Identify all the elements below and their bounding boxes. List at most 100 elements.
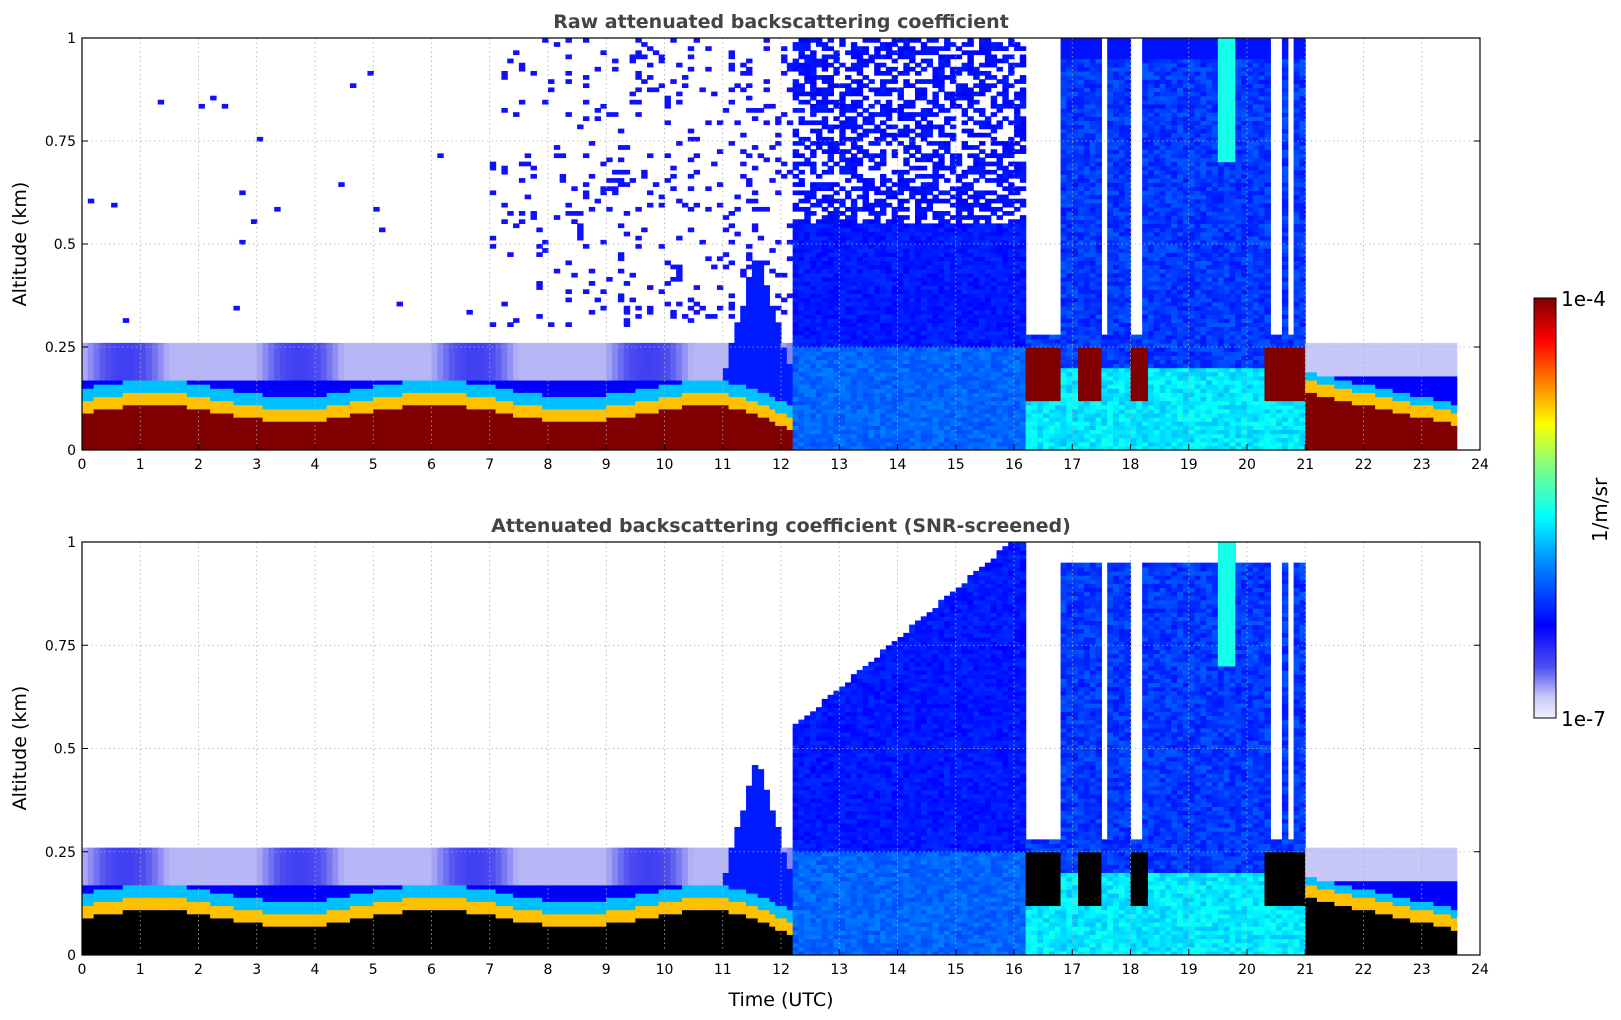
heatmap-cell [227, 396, 235, 402]
heatmap-cell [501, 75, 508, 80]
heatmap-cell [763, 79, 770, 84]
heatmap-cell [722, 108, 730, 113]
heatmap-cell [332, 351, 339, 356]
heatmap-cell [367, 404, 374, 410]
heatmap-cell [338, 445, 345, 450]
heatmap-cell [775, 132, 782, 138]
heatmap-cell [361, 363, 369, 369]
heatmap-cell [687, 396, 695, 402]
heatmap-cell [885, 408, 893, 414]
heatmap-cell [740, 375, 747, 381]
heatmap-cell [518, 66, 526, 72]
heatmap-cell [565, 384, 572, 389]
heatmap-cell [215, 433, 223, 439]
heatmap-cell [874, 136, 881, 142]
heatmap-cell [577, 355, 584, 360]
heatmap-cell [699, 392, 706, 398]
heatmap-cell [839, 256, 846, 262]
heatmap-cell [419, 417, 427, 422]
heatmap-cell [169, 342, 176, 348]
heatmap-cell [658, 359, 666, 365]
heatmap-cell [87, 437, 95, 443]
heatmap-cell [466, 429, 473, 435]
heatmap-cell [495, 371, 502, 377]
heatmap-cell [658, 412, 666, 418]
heatmap-cell [734, 392, 741, 398]
heatmap-cell [815, 42, 823, 47]
heatmap-cell [874, 248, 881, 253]
heatmap-cell [478, 347, 485, 352]
heatmap-cell [320, 351, 328, 356]
heatmap-cell [757, 289, 765, 295]
heatmap-cell [641, 433, 648, 439]
heatmap-cell [757, 260, 765, 266]
heatmap-cell [448, 429, 456, 435]
heatmap-cell [839, 83, 846, 89]
heatmap-cell [845, 309, 852, 315]
heatmap-cell [746, 437, 753, 443]
heatmap-cell [850, 297, 858, 303]
heatmap-cell [478, 371, 485, 377]
heatmap-cell [524, 441, 532, 447]
heatmap-cell [466, 342, 473, 348]
heatmap-cell [821, 215, 829, 220]
heatmap-cell [716, 433, 724, 439]
heatmap-cell [367, 396, 374, 402]
heatmap-cell [443, 355, 450, 360]
heatmap-cell [681, 379, 689, 385]
heatmap-cell [93, 363, 101, 369]
heatmap-cell [845, 293, 852, 299]
heatmap-cell [565, 363, 572, 369]
heatmap-cell [530, 404, 537, 410]
heatmap-cell [623, 371, 631, 377]
heatmap-cell [810, 425, 817, 430]
heatmap-cell [647, 347, 654, 352]
heatmap-cell [373, 342, 380, 348]
heatmap-cell [443, 412, 450, 418]
heatmap-cell [839, 38, 846, 43]
heatmap-cell [804, 62, 811, 68]
heatmap-cell [256, 396, 264, 402]
heatmap-cell [722, 359, 730, 365]
heatmap-cell [763, 157, 770, 163]
heatmap-cell [443, 379, 450, 385]
heatmap-cell [868, 272, 875, 278]
heatmap-cell [862, 149, 869, 154]
heatmap-cell [874, 202, 881, 208]
heatmap-cell [390, 404, 398, 410]
heatmap-cell [827, 83, 835, 89]
heatmap-cell [285, 355, 293, 360]
heatmap-cell [192, 437, 200, 443]
heatmap-cell [612, 355, 619, 360]
heatmap-cell [134, 433, 141, 439]
heatmap-cell [140, 445, 147, 450]
heatmap-cell [303, 441, 310, 447]
heatmap-cell [880, 256, 887, 262]
heatmap-cell [431, 379, 438, 385]
heatmap-cell [868, 116, 875, 121]
heatmap-cell [746, 66, 753, 72]
heatmap-cell [419, 363, 427, 369]
heatmap-cell [845, 252, 852, 257]
heatmap-cell [763, 318, 770, 323]
heatmap-cell [804, 79, 811, 84]
heatmap-cell [798, 289, 805, 295]
heatmap-cell [460, 400, 468, 406]
heatmap-cell [553, 433, 561, 439]
heatmap-cell [82, 351, 89, 356]
heatmap-cell [612, 112, 619, 117]
heatmap-cell [181, 425, 188, 430]
heatmap-cell [670, 433, 677, 439]
heatmap-cell [839, 384, 846, 389]
heatmap-cell [815, 87, 823, 93]
heatmap-cell [763, 355, 770, 360]
heatmap-cell [839, 417, 846, 422]
heatmap-cell [454, 396, 462, 402]
heatmap-cell [367, 437, 374, 443]
heatmap-cell [414, 384, 421, 389]
heatmap-cell [175, 412, 182, 418]
heatmap-cell [868, 178, 875, 183]
heatmap-cell [757, 421, 765, 426]
heatmap-cell [845, 161, 852, 167]
heatmap-cell [87, 417, 95, 422]
